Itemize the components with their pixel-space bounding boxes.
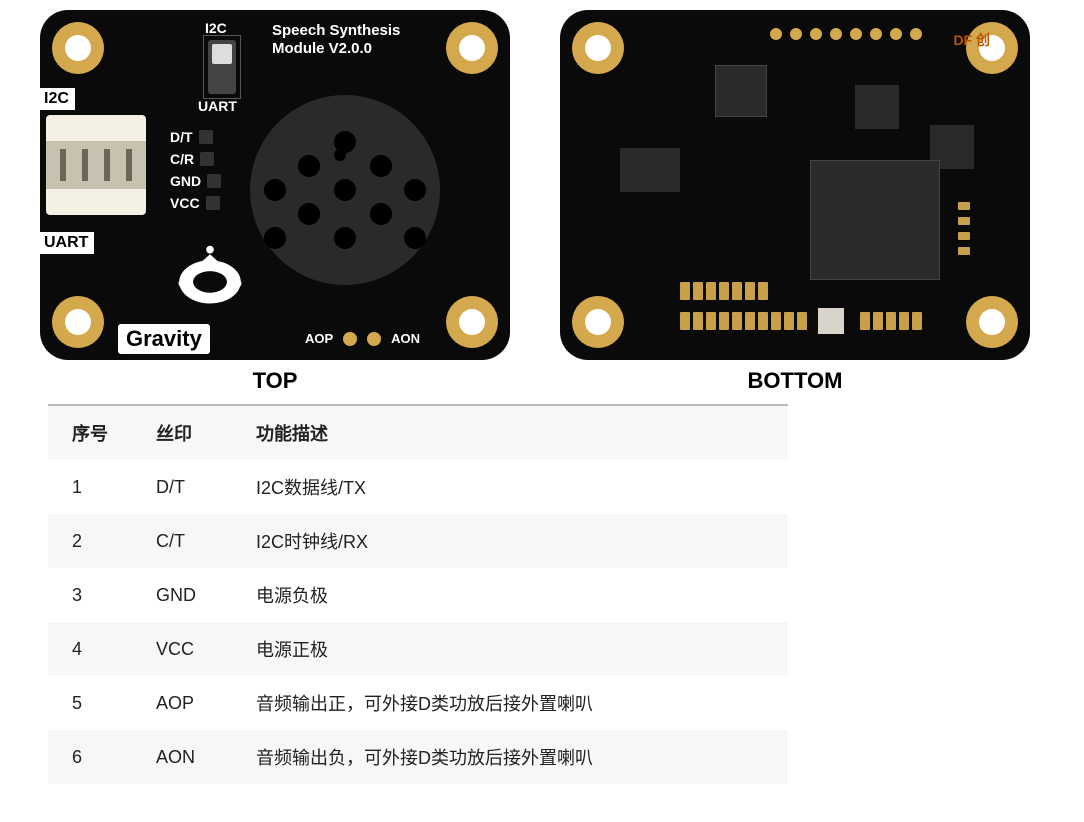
table-cell: 3 (48, 568, 138, 622)
aop-label: AOP (305, 331, 333, 346)
gravity-brand-tag: Gravity (118, 324, 210, 354)
table-cell: 6 (48, 730, 138, 784)
main-ic-icon (810, 160, 940, 280)
uart-tag: UART (38, 232, 94, 254)
pin-label-cr: C/R (170, 148, 221, 170)
table-cell: GND (138, 568, 238, 622)
ic-icon (620, 148, 680, 192)
capacitor-row-icon (860, 312, 922, 330)
mounting-hole-icon (446, 22, 498, 74)
mounting-hole-icon (572, 296, 624, 348)
top-board-wrap: I2C UART I2C UART Speech Synthesis Modul… (40, 10, 510, 394)
col-header-index: 序号 (48, 405, 138, 460)
via-row-icon (770, 28, 922, 40)
col-header-desc: 功能描述 (238, 405, 788, 460)
table-cell: I2C时钟线/RX (238, 514, 788, 568)
capacitor-row-icon (680, 282, 768, 300)
connector-icon (46, 115, 146, 215)
table-cell: 音频输出正，可外接D类功放后接外置喇叭 (238, 676, 788, 730)
table-row: 2C/TI2C时钟线/RX (48, 514, 788, 568)
table-cell: AON (138, 730, 238, 784)
title-line2: Module V2.0.0 (272, 40, 372, 57)
speaker-icon (250, 95, 440, 285)
aon-pad-icon (367, 332, 381, 346)
pcb-top: I2C UART I2C UART Speech Synthesis Modul… (40, 10, 510, 360)
pcb-boards-container: I2C UART I2C UART Speech Synthesis Modul… (10, 10, 1074, 394)
qfp-chip-icon (715, 65, 767, 117)
mounting-hole-icon (572, 22, 624, 74)
table-cell: C/T (138, 514, 238, 568)
table-row: 6AON音频输出负，可外接D类功放后接外置喇叭 (48, 730, 788, 784)
pin-label-vcc: VCC (170, 192, 221, 214)
capacitor-col-icon (960, 200, 968, 257)
table-cell: 音频输出负，可外接D类功放后接外置喇叭 (238, 730, 788, 784)
col-header-silk: 丝印 (138, 405, 238, 460)
table-cell: D/T (138, 460, 238, 514)
table-row: 4VCC电源正极 (48, 622, 788, 676)
table-row: 1D/TI2C数据线/TX (48, 460, 788, 514)
mounting-hole-icon (446, 296, 498, 348)
table-body: 1D/TI2C数据线/TX2C/TI2C时钟线/RX3GND电源负极4VCC电源… (48, 460, 788, 784)
switch-top-label: I2C (205, 20, 227, 36)
aop-pad-icon (343, 332, 357, 346)
pin-label-gnd: GND (170, 170, 221, 192)
smd-part-icon (855, 85, 899, 129)
mounting-hole-icon (966, 296, 1018, 348)
pinout-table: 序号 丝印 功能描述 1D/TI2C数据线/TX2C/TI2C时钟线/RX3GN… (48, 404, 788, 784)
top-caption: TOP (253, 368, 298, 394)
brand-label: DF 创 (953, 30, 990, 50)
table-cell: 1 (48, 460, 138, 514)
table-header-row: 序号 丝印 功能描述 (48, 405, 788, 460)
table-cell: 电源正极 (238, 622, 788, 676)
bottom-board-wrap: DF 创 BOTTOM (560, 10, 1030, 394)
capacitor-row-icon (680, 312, 807, 330)
table-row: 5AOP音频输出正，可外接D类功放后接外置喇叭 (48, 676, 788, 730)
i2c-tag: I2C (38, 88, 75, 110)
pin-labels-group: D/T C/R GND VCC (170, 126, 221, 214)
mounting-hole-icon (52, 22, 104, 74)
table-cell: VCC (138, 622, 238, 676)
bottom-caption: BOTTOM (748, 368, 843, 394)
title-line1: Speech Synthesis (272, 22, 400, 39)
aon-label: AON (391, 331, 420, 346)
crystal-icon (818, 308, 844, 334)
pin-label-dt: D/T (170, 126, 221, 148)
table-cell: AOP (138, 676, 238, 730)
table-cell: I2C数据线/TX (238, 460, 788, 514)
table-cell: 4 (48, 622, 138, 676)
switch-bottom-label: UART (198, 98, 237, 114)
audio-out-labels: AOP AON (305, 331, 420, 346)
pcb-bottom: DF 创 (560, 10, 1030, 360)
table-cell: 电源负极 (238, 568, 788, 622)
mounting-hole-icon (52, 296, 104, 348)
mode-switch-icon (208, 40, 236, 94)
table-row: 3GND电源负极 (48, 568, 788, 622)
table-cell: 2 (48, 514, 138, 568)
gravity-logo-icon (170, 245, 250, 310)
table-cell: 5 (48, 676, 138, 730)
